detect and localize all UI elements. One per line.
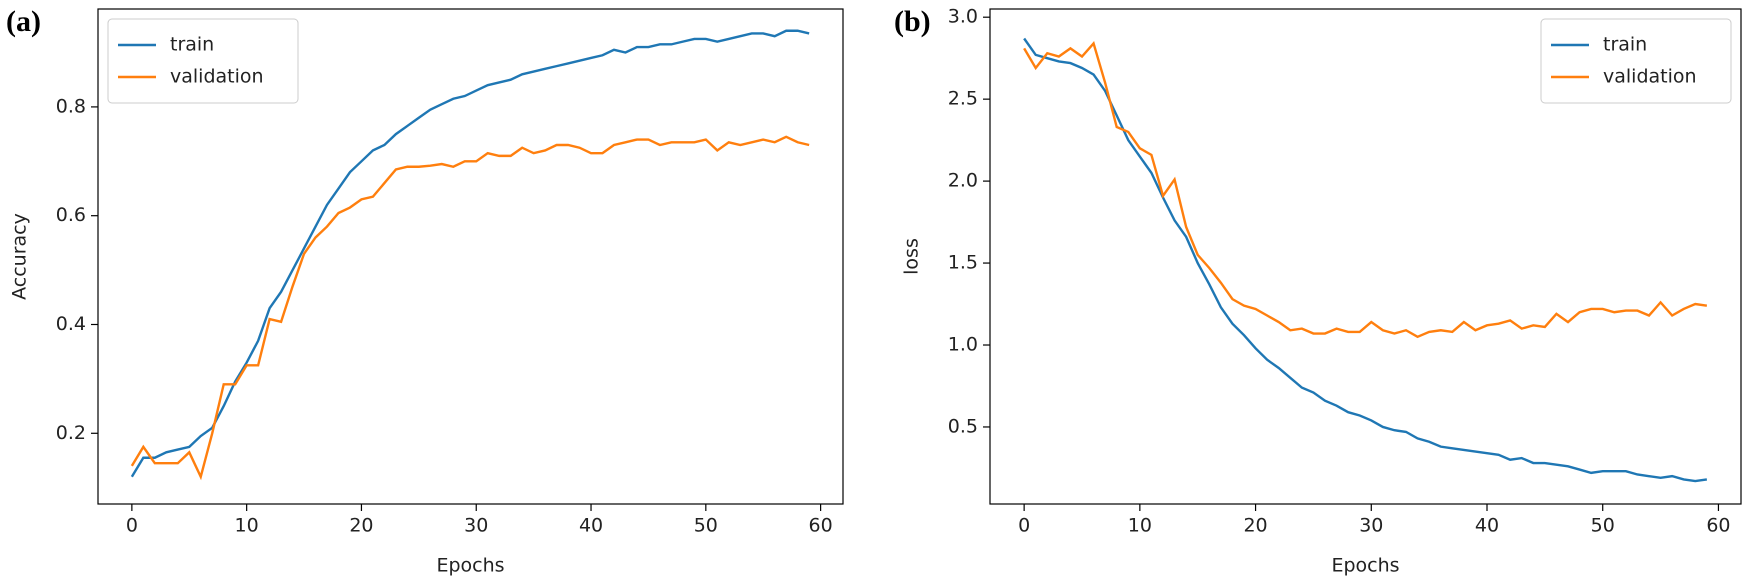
x-tick-label: 0 (1018, 515, 1030, 537)
y-tick-label: 2.5 (948, 88, 978, 110)
y-tick-label: 2.0 (948, 170, 978, 192)
x-tick-label: 10 (1128, 515, 1152, 537)
legend-label: train (170, 34, 214, 56)
x-tick-label: 40 (1475, 515, 1499, 537)
plot-frame (97, 8, 844, 505)
legend-box (1540, 18, 1732, 104)
y-axis-label: loss (901, 238, 923, 275)
legend-label: validation (1603, 66, 1697, 88)
y-tick-label: 0.4 (56, 313, 86, 335)
x-axis-label: Epochs (436, 555, 504, 577)
legend-label: train (1603, 34, 1647, 56)
y-tick-label: 0.8 (56, 95, 86, 117)
plot-frame (989, 8, 1742, 505)
x-tick-label: 0 (126, 515, 138, 537)
y-tick-label: 3.0 (948, 6, 978, 28)
panel-label: (a) (6, 5, 41, 38)
x-tick-label: 20 (349, 515, 373, 537)
y-tick-label: 1.0 (948, 334, 978, 356)
legend: train validation (107, 18, 299, 104)
legend: train validation (1540, 18, 1732, 104)
x-tick-label: 60 (1706, 515, 1730, 537)
x-tick-label: 30 (464, 515, 488, 537)
y-tick-label: 0.2 (56, 422, 86, 444)
series-line (1023, 37, 1708, 483)
x-tick-label: 50 (1591, 515, 1615, 537)
x-tick-label: 10 (235, 515, 259, 537)
y-tick-label: 0.5 (948, 415, 978, 437)
x-tick-label: 30 (1359, 515, 1383, 537)
legend-label: validation (170, 66, 264, 88)
series-line (1023, 40, 1708, 339)
series-line (130, 135, 810, 481)
x-tick-label: 60 (809, 515, 833, 537)
y-tick-label: 1.5 (948, 252, 978, 274)
x-axis-label: Epochs (1331, 555, 1399, 577)
x-tick-label: 40 (579, 515, 603, 537)
y-axis-label: Accuracy (9, 213, 31, 300)
y-tick-label: 0.6 (56, 204, 86, 226)
x-tick-label: 20 (1243, 515, 1267, 537)
legend-box (107, 18, 299, 104)
series-line (130, 29, 810, 478)
x-tick-label: 50 (694, 515, 718, 537)
panel-label: (b) (894, 5, 931, 38)
